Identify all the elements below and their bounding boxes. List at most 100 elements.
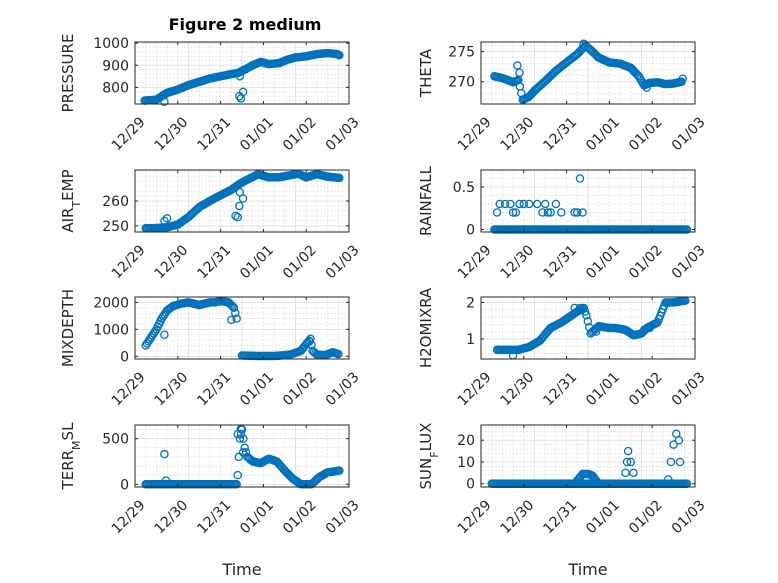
data-point	[238, 448, 248, 457]
data-point	[235, 72, 245, 81]
data-point	[162, 214, 172, 223]
data-point	[622, 457, 632, 467]
y-axis-label: AIRTEMP	[59, 169, 83, 232]
y-axis-label: PRESSURE	[59, 34, 77, 113]
data-point	[515, 68, 524, 77]
data-point	[573, 208, 582, 217]
y-tick-label: 0	[120, 349, 129, 365]
data-point	[495, 199, 504, 209]
data-point	[160, 330, 169, 339]
data-point	[551, 199, 561, 209]
data-point	[511, 208, 521, 217]
data-point	[234, 452, 244, 462]
x-axis-label: Time	[221, 560, 261, 579]
data-point	[538, 208, 547, 217]
data-point	[515, 199, 524, 209]
y-axis-label: H2OMIXRA	[417, 287, 435, 368]
data-point	[524, 199, 534, 209]
data-point	[532, 199, 542, 209]
y-tick-label: 10	[457, 455, 475, 471]
data-point	[160, 216, 169, 226]
data-point	[160, 449, 169, 459]
data-point	[570, 208, 579, 217]
y-axis-label: SUNFLUX	[417, 423, 441, 490]
data-point	[575, 174, 585, 183]
y-tick-label: 0	[466, 222, 475, 238]
y-tick-label: 1	[466, 332, 475, 348]
data-point	[575, 303, 585, 313]
data-point	[543, 208, 553, 217]
y-tick-label: 1000	[93, 36, 129, 52]
data-point	[506, 199, 515, 209]
data-point	[666, 457, 676, 467]
data-point	[232, 314, 241, 323]
y-axis-label: RAINFALL	[417, 165, 435, 236]
data-point	[557, 208, 566, 217]
y-tick-label: 1000	[93, 322, 129, 338]
data-point	[578, 208, 587, 217]
y-tick-label: 0	[120, 477, 129, 493]
axes-frame	[480, 41, 696, 105]
data-point	[642, 83, 652, 92]
data-point	[492, 208, 502, 217]
y-tick-label: 900	[102, 58, 129, 74]
data-point	[639, 325, 649, 335]
data-point	[645, 323, 654, 333]
axes-frame	[480, 296, 696, 360]
data-point	[591, 327, 601, 336]
data-point	[237, 425, 247, 434]
data-point	[579, 303, 588, 313]
data-point	[239, 434, 248, 443]
data-point	[579, 39, 588, 49]
data-point	[335, 466, 344, 475]
data-point	[500, 199, 510, 209]
data-point	[540, 199, 550, 209]
data-point	[231, 308, 240, 318]
y-tick-label: 2	[466, 295, 475, 311]
y-axis-label: TERRMSL	[59, 422, 83, 491]
y-tick-label: 800	[102, 80, 129, 96]
data-point	[229, 303, 239, 313]
data-point	[227, 315, 236, 325]
data-point	[583, 317, 593, 326]
data-point	[334, 349, 343, 359]
y-axis-label: MIXDEPTH	[59, 289, 77, 367]
y-tick-label: 500	[102, 432, 129, 448]
data-point	[629, 468, 638, 478]
y-tick-label: 275	[448, 45, 475, 61]
data-point	[233, 212, 242, 222]
y-tick-label: 0	[466, 477, 475, 493]
data-point	[674, 435, 684, 445]
axes-frame	[134, 424, 350, 488]
data-point	[664, 475, 673, 484]
data-point	[682, 225, 692, 234]
data-point	[582, 310, 591, 320]
axes-frame	[134, 296, 350, 360]
data-point	[669, 440, 678, 449]
data-point	[160, 97, 169, 107]
data-point	[235, 201, 244, 211]
y-tick-label: 2000	[93, 295, 129, 311]
data-point	[227, 300, 236, 310]
data-point	[570, 303, 579, 313]
data-point	[305, 337, 314, 346]
data-point	[238, 87, 248, 97]
data-point	[235, 188, 245, 197]
y-tick-label: 270	[448, 75, 475, 91]
data-point	[335, 51, 344, 60]
x-axis-label: Time	[567, 560, 607, 579]
y-tick-label: 20	[457, 433, 475, 449]
data-point	[678, 74, 687, 83]
y-tick-label: 250	[102, 219, 129, 235]
data-point	[546, 208, 555, 217]
data-point	[235, 434, 245, 443]
data-point	[150, 327, 160, 336]
data-point	[626, 457, 636, 467]
y-tick-label: 0.5	[453, 180, 475, 196]
data-point	[232, 480, 241, 489]
figure-title: Figure 2 medium	[169, 15, 322, 34]
data-point	[631, 69, 641, 78]
y-tick-label: 260	[102, 194, 129, 210]
data-point	[233, 470, 242, 480]
